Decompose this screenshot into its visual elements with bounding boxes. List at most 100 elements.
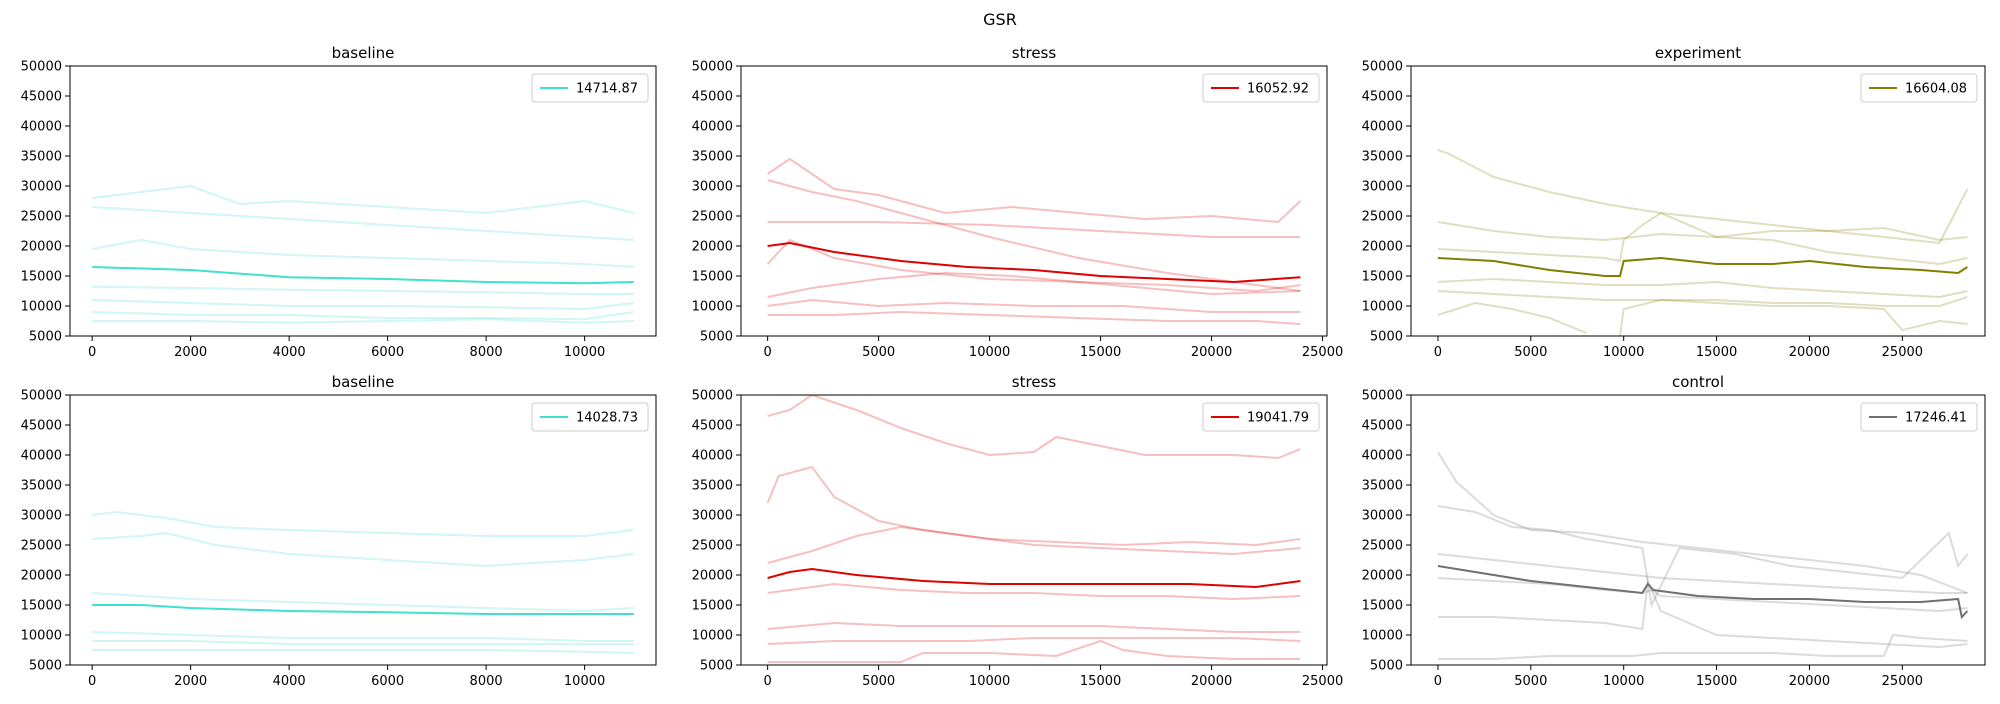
x-tick-label: 4000 <box>273 345 306 360</box>
trace-line-7 <box>767 310 1301 325</box>
x-tick-label: 10000 <box>969 345 1010 360</box>
trace-line-4 <box>767 582 1301 601</box>
y-tick-label: 25000 <box>21 210 62 225</box>
y-tick-label: 35000 <box>692 150 733 165</box>
mean-line <box>1437 565 1969 620</box>
y-tick-label: 45000 <box>21 419 62 434</box>
x-tick-label: 0 <box>88 345 96 360</box>
x-tick-label: 10000 <box>564 674 605 689</box>
legend-box <box>531 73 649 103</box>
y-tick-label: 30000 <box>692 509 733 524</box>
y-tick-label: 25000 <box>21 539 62 554</box>
y-tick-label: 45000 <box>1362 90 1403 105</box>
trace-line-6 <box>767 298 1301 313</box>
y-tick-label: 25000 <box>692 539 733 554</box>
legend-label: 19041.79 <box>1247 411 1309 426</box>
trace-line-1 <box>767 157 1302 224</box>
y-tick-label: 35000 <box>21 150 62 165</box>
legend-box <box>1860 402 1978 432</box>
trace-line-6 <box>92 649 634 654</box>
trace-line-4 <box>92 285 634 295</box>
axes-frame <box>740 65 1328 337</box>
y-tick-label: 5000 <box>29 659 62 674</box>
x-tick-label: 0 <box>1434 345 1442 360</box>
subplot-2: stress 5000 10000 15000 20000 25000 30000 35000… <box>692 44 1344 360</box>
y-tick-label: 45000 <box>21 90 62 105</box>
y-tick-label: 50000 <box>692 389 733 404</box>
subplot-6: control 5000 10000 15000 20000 25000 30000 3500… <box>1362 373 1986 689</box>
x-tick-label: 25000 <box>1882 345 1923 360</box>
trace-line-3 <box>1437 553 1968 594</box>
x-tick-label: 25000 <box>1302 674 1343 689</box>
trace-line-3 <box>1437 211 1968 266</box>
axes-frame <box>1410 65 1986 337</box>
x-tick-label: 15000 <box>1696 345 1737 360</box>
y-tick-label: 10000 <box>692 300 733 315</box>
x-tick-label: 5000 <box>1514 345 1547 360</box>
x-tick-label: 25000 <box>1302 345 1343 360</box>
x-tick-label: 10000 <box>1603 674 1644 689</box>
trace-line-5 <box>1437 577 1968 649</box>
x-tick-label: 4000 <box>273 674 306 689</box>
y-tick-label: 30000 <box>1362 509 1403 524</box>
y-tick-label: 40000 <box>692 120 733 135</box>
trace-line-5 <box>92 640 634 645</box>
x-tick-label: 5000 <box>1514 674 1547 689</box>
legend-box <box>1860 73 1978 103</box>
y-tick-label: 40000 <box>21 120 62 135</box>
subplot-5: stress 5000 10000 15000 20000 25000 30000 35000… <box>692 373 1344 689</box>
y-tick-label: 15000 <box>1362 599 1403 614</box>
figure-title: GSR <box>983 10 1017 29</box>
y-tick-label: 15000 <box>692 270 733 285</box>
legend: 17246.41 <box>1860 402 1978 432</box>
subplot-title: stress <box>1012 44 1057 62</box>
legend-label: 14028.73 <box>576 411 638 426</box>
x-tick-label: 20000 <box>1191 674 1232 689</box>
trace-line-1 <box>1437 149 1969 245</box>
y-tick-label: 25000 <box>1362 539 1403 554</box>
y-tick-label: 10000 <box>1362 300 1403 315</box>
x-tick-label: 20000 <box>1789 345 1830 360</box>
trace-line-2 <box>92 206 634 241</box>
trace-line-5 <box>767 271 1301 298</box>
trace-line-3 <box>92 592 634 613</box>
subplot-title: baseline <box>332 44 395 62</box>
legend-label: 16052.92 <box>1247 82 1309 97</box>
trace-line-5 <box>1437 290 1968 307</box>
trace-line-1 <box>92 184 635 215</box>
mean-line <box>1437 256 1968 277</box>
y-tick-label: 20000 <box>21 240 62 255</box>
x-tick-label: 5000 <box>862 674 895 689</box>
series-group <box>92 184 635 324</box>
trace-line-2 <box>767 179 1301 292</box>
trace-line-5 <box>767 621 1301 633</box>
series-group <box>1437 149 1969 336</box>
trace-line-6 <box>767 637 1301 645</box>
x-tick-label: 2000 <box>174 345 207 360</box>
legend: 16052.92 <box>1202 73 1320 103</box>
y-tick-label: 50000 <box>1362 60 1403 75</box>
y-tick-label: 15000 <box>21 599 62 614</box>
y-tick-label: 45000 <box>692 90 733 105</box>
mean-line <box>767 567 1301 589</box>
y-tick-label: 20000 <box>1362 569 1403 584</box>
y-tick-label: 50000 <box>1362 389 1403 404</box>
y-tick-label: 20000 <box>21 569 62 584</box>
y-tick-label: 35000 <box>692 479 733 494</box>
trace-line-5 <box>92 299 634 311</box>
y-tick-label: 30000 <box>21 180 62 195</box>
trace-line-3 <box>92 238 634 268</box>
x-tick-label: 15000 <box>1080 345 1121 360</box>
y-tick-label: 35000 <box>1362 479 1403 494</box>
y-tick-label: 20000 <box>1362 240 1403 255</box>
series-group <box>92 510 634 654</box>
y-tick-label: 50000 <box>692 60 733 75</box>
y-tick-label: 45000 <box>1362 419 1403 434</box>
trace-line-2 <box>92 531 634 568</box>
legend-box <box>1202 402 1320 432</box>
x-tick-label: 0 <box>763 345 771 360</box>
trace-line-2 <box>1437 505 1969 609</box>
y-tick-label: 25000 <box>1362 210 1403 225</box>
